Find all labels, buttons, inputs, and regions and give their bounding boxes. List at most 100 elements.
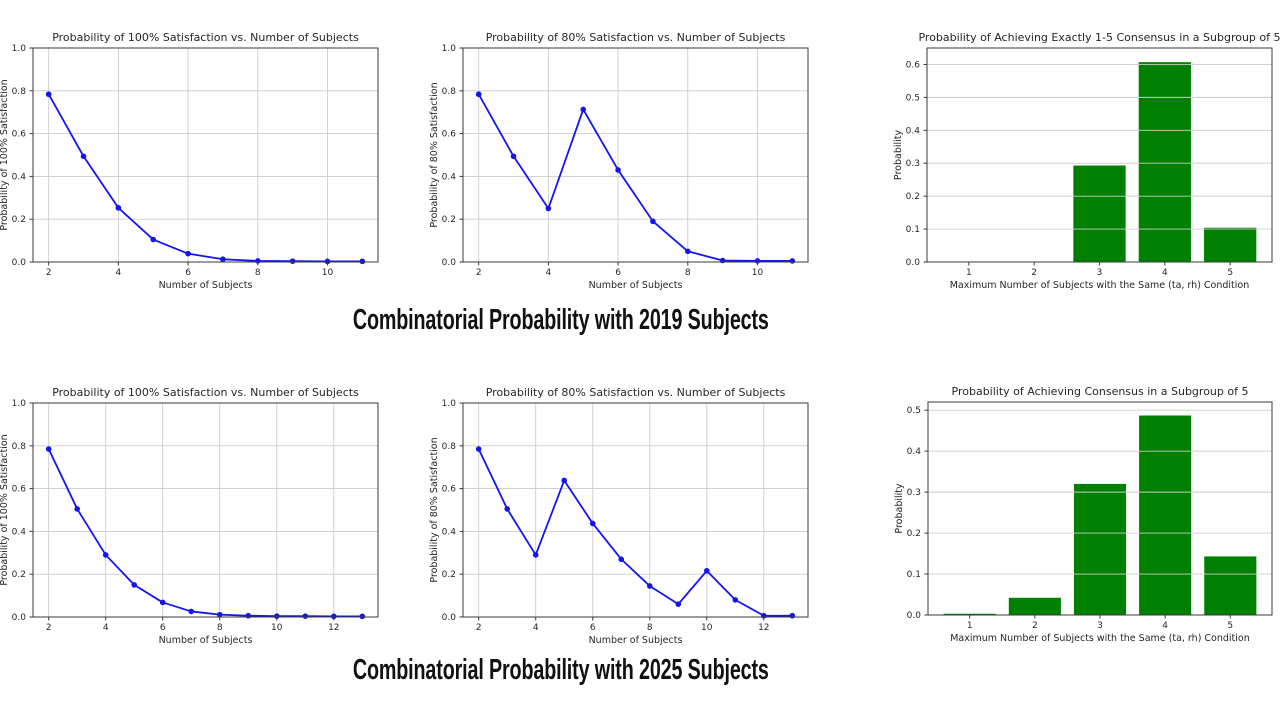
y-axis-label: Probability of 100% Satisfaction <box>0 434 10 585</box>
data-marker <box>789 258 796 264</box>
section-heading-2019-text: Combinatorial Probability with 2019 Subj… <box>353 304 769 336</box>
data-marker <box>732 597 739 603</box>
data-marker <box>331 613 337 620</box>
svg-text:0.5: 0.5 <box>906 93 920 103</box>
data-line <box>477 93 793 262</box>
chart-title: Probability of 100% Satisfaction vs. Num… <box>52 386 359 399</box>
svg-text:10: 10 <box>752 268 764 278</box>
chart-satisfaction-80-2025: 2 4 6 8 10 12 0.0 0.2 0.4 0.6 0.8 1.0 Probability of… <box>429 386 809 646</box>
data-marker <box>102 552 109 558</box>
svg-text:0.4: 0.4 <box>906 126 921 136</box>
tick-marks <box>29 402 335 621</box>
svg-text:0.3: 0.3 <box>907 488 921 498</box>
svg-text:10: 10 <box>271 623 283 633</box>
svg-text:5: 5 <box>1227 621 1233 631</box>
data-marker <box>615 167 621 173</box>
data-marker <box>545 205 552 212</box>
data-marker <box>359 613 366 620</box>
svg-text:4: 4 <box>533 623 539 633</box>
data-marker <box>188 608 195 615</box>
chart-title: Probability of Achieving Consensus in a … <box>952 385 1249 398</box>
svg-text:2: 2 <box>1031 268 1037 278</box>
gridlines <box>463 402 808 618</box>
svg-text:0.2: 0.2 <box>907 529 921 539</box>
tick-labels: 2 4 6 8 10 0.0 0.2 0.4 0.6 0.8 1.0 <box>12 44 334 278</box>
svg-text:4: 4 <box>1162 621 1168 631</box>
data-marker <box>302 613 309 619</box>
y-axis-label: Probability <box>894 483 905 534</box>
svg-text:12: 12 <box>328 623 339 633</box>
svg-text:6: 6 <box>615 268 621 278</box>
chart-title: Probability of 100% Satisfaction vs. Num… <box>52 31 359 44</box>
data-bar <box>1008 597 1061 615</box>
tick-marks <box>29 47 328 266</box>
data-line <box>47 93 363 263</box>
data-marker <box>618 556 625 563</box>
tick-labels: 1 2 3 4 5 0.0 0.1 0.2 0.3 0.4 0.5 0.6 <box>906 60 1233 278</box>
tick-labels: 2 4 6 8 10 12 0.0 0.2 0.4 0.6 0.8 1.0 <box>12 399 340 633</box>
chart-consensus-2019: 1 2 3 4 5 0.0 0.1 0.2 0.3 0.4 0.5 0.6 Probability of… <box>893 31 1280 291</box>
data-marker <box>580 106 587 113</box>
section-heading-2025-text: Combinatorial Probability with 2025 Subj… <box>353 654 769 686</box>
svg-text:4: 4 <box>546 268 552 278</box>
data-marker <box>245 612 252 619</box>
data-marker <box>74 506 80 512</box>
data-marker <box>646 583 653 589</box>
svg-text:0.2: 0.2 <box>12 570 26 580</box>
chart-consensus-2025: 1 2 3 4 5 0.0 0.1 0.2 0.3 0.4 0.5 Probability of Ac… <box>894 385 1273 644</box>
data-marker <box>185 250 191 257</box>
plot-border <box>32 402 379 618</box>
svg-text:0.2: 0.2 <box>906 192 920 202</box>
svg-text:0.0: 0.0 <box>442 613 457 623</box>
data-marker <box>650 218 656 225</box>
section-heading-2019: Combinatorial Probability with 2019 Subj… <box>0 304 1122 336</box>
svg-text:0.0: 0.0 <box>907 611 922 621</box>
svg-text:12: 12 <box>758 623 769 633</box>
data-marker <box>359 258 366 265</box>
data-marker <box>589 520 596 527</box>
svg-text:0.1: 0.1 <box>906 225 920 235</box>
y-axis-label: Probability of 80% Satisfaction <box>429 82 440 227</box>
tick-marks <box>459 47 758 266</box>
chart-title: Probability of 80% Satisfaction vs. Numb… <box>486 386 786 399</box>
svg-text:4: 4 <box>1162 268 1168 278</box>
chart-satisfaction-100-2025: 2 4 6 8 10 12 0.0 0.2 0.4 0.6 0.8 1.0 Probability of… <box>0 386 379 646</box>
data-marker <box>115 205 122 211</box>
svg-text:8: 8 <box>217 623 223 633</box>
data-marker <box>510 153 517 160</box>
svg-text:0.4: 0.4 <box>907 447 922 457</box>
svg-text:8: 8 <box>647 623 653 633</box>
data-marker <box>324 258 331 265</box>
svg-text:0.2: 0.2 <box>442 570 456 580</box>
y-axis-label: Probability <box>893 130 904 181</box>
plot-border <box>462 47 809 263</box>
svg-text:1: 1 <box>966 268 972 278</box>
data-marker <box>561 477 568 484</box>
svg-text:4: 4 <box>103 623 109 633</box>
data-marker <box>532 552 539 558</box>
x-axis-label: Number of Subjects <box>589 280 683 291</box>
svg-text:0.6: 0.6 <box>12 485 27 495</box>
data-marker <box>703 567 710 574</box>
svg-text:0.4: 0.4 <box>442 527 457 537</box>
svg-text:8: 8 <box>255 268 261 278</box>
svg-text:0.6: 0.6 <box>442 485 457 495</box>
svg-text:1.0: 1.0 <box>442 399 457 409</box>
svg-text:0.0: 0.0 <box>12 613 27 623</box>
svg-text:0.6: 0.6 <box>442 130 457 140</box>
data-marker <box>789 612 796 619</box>
svg-text:0.0: 0.0 <box>442 258 457 268</box>
tick-labels: 1 2 3 4 5 0.0 0.1 0.2 0.3 0.4 0.5 <box>907 406 1233 631</box>
svg-text:8: 8 <box>685 268 691 278</box>
plot-border <box>32 47 379 263</box>
svg-text:0.8: 0.8 <box>442 87 457 97</box>
data-marker <box>45 91 52 98</box>
tick-marks <box>924 409 1231 619</box>
svg-text:3: 3 <box>1097 268 1103 278</box>
data-marker <box>475 91 482 98</box>
svg-text:0.8: 0.8 <box>12 442 27 452</box>
gridlines <box>927 64 1272 263</box>
svg-text:0.6: 0.6 <box>12 130 27 140</box>
svg-text:0.8: 0.8 <box>442 442 457 452</box>
